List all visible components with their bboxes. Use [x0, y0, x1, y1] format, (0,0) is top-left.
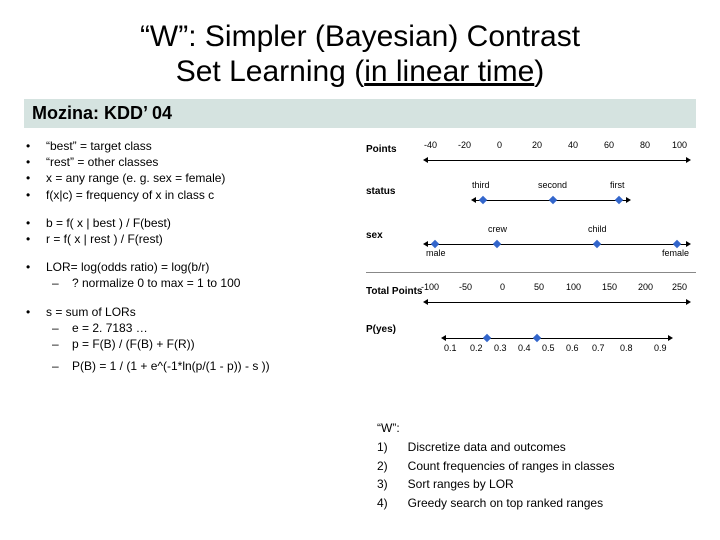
pyes-label: P(yes) — [366, 324, 396, 335]
wbox-header: “W”: — [377, 420, 406, 437]
arrow-right-icon — [626, 197, 631, 203]
bullet-item: •“best” = target class — [24, 138, 366, 154]
diamond-icon — [483, 334, 491, 342]
bullet-item: •f(x|c) = frequency of x in class c — [24, 187, 366, 203]
sub-bullet: –p = F(B) / (F(B) + F(R)) — [24, 336, 366, 352]
tick: 20 — [532, 140, 542, 150]
value: crew — [488, 224, 507, 234]
wbox-num: 4) — [377, 495, 406, 512]
tick: -20 — [458, 140, 471, 150]
bullet-item: •b = f( x | best ) / F(best) — [24, 215, 366, 231]
wbox-text: Greedy search on top ranked ranges — [408, 495, 621, 512]
tick: 200 — [638, 282, 653, 292]
sex-label: sex — [366, 230, 383, 241]
slide-title: “W”: Simpler (Bayesian) Contrast Set Lea… — [0, 0, 720, 95]
subtitle-bar: Mozina: KDD’ 04 — [24, 99, 696, 128]
wbox-text: Count frequencies of ranges in classes — [408, 458, 621, 475]
tick: 100 — [566, 282, 581, 292]
value: third — [472, 180, 490, 190]
status-label: status — [366, 186, 395, 197]
bullet-item: •s = sum of LORs — [24, 304, 366, 320]
bullet-item: •“rest” = other classes — [24, 154, 366, 170]
tick: 250 — [672, 282, 687, 292]
arrow-left-icon — [423, 157, 428, 163]
diamond-icon — [593, 240, 601, 248]
value: second — [538, 180, 567, 190]
diamond-icon — [479, 196, 487, 204]
wbox-text: Discretize data and outcomes — [408, 439, 621, 456]
bullet-group-s: •s = sum of LORs –e = 2. 7183 … –p = F(B… — [24, 304, 366, 375]
total-label: Total Points — [366, 286, 422, 297]
pyes-axis — [446, 338, 668, 339]
title-line2a: Set Learning ( — [176, 55, 364, 88]
tick: 0.7 — [592, 343, 605, 353]
bullet-item: •r = f( x | rest ) / F(rest) — [24, 231, 366, 247]
bullet-group-lor: •LOR= log(odds ratio) = log(b/r) –? norm… — [24, 259, 366, 291]
total-axis — [428, 302, 686, 303]
bullet-item: •LOR= log(odds ratio) = log(b/r) — [24, 259, 366, 275]
tick: -40 — [424, 140, 437, 150]
tick: -50 — [459, 282, 472, 292]
points-label: Points — [366, 144, 397, 155]
tick: 50 — [534, 282, 544, 292]
sub-bullet: –e = 2. 7183 … — [24, 320, 366, 336]
bullet-item: •x = any range (e. g. sex = female) — [24, 170, 366, 186]
points-axis — [428, 160, 686, 161]
w-algorithm-box: “W”: 1)Discretize data and outcomes 2)Co… — [375, 418, 622, 514]
tick: 0 — [500, 282, 505, 292]
diamond-icon — [673, 240, 681, 248]
wbox-text: Sort ranges by LOR — [408, 476, 621, 493]
sex-axis — [428, 244, 686, 245]
tick: 60 — [604, 140, 614, 150]
arrow-right-icon — [686, 157, 691, 163]
value: male — [426, 248, 446, 258]
tick: 0 — [497, 140, 502, 150]
wbox-num: 2) — [377, 458, 406, 475]
diamond-icon — [493, 240, 501, 248]
arrow-right-icon — [668, 335, 673, 341]
value: child — [588, 224, 607, 234]
title-line2c: ) — [534, 55, 544, 88]
tick: 150 — [602, 282, 617, 292]
value: female — [662, 248, 689, 258]
left-content: •“best” = target class •“rest” = other c… — [24, 138, 366, 386]
diamond-icon — [549, 196, 557, 204]
tick: -100 — [421, 282, 439, 292]
separator-line — [366, 272, 696, 273]
nomogram-chart: Points -40 -20 0 20 40 60 80 100 status … — [366, 138, 696, 358]
tick: 0.9 — [654, 343, 667, 353]
tick: 0.4 — [518, 343, 531, 353]
tick: 40 — [568, 140, 578, 150]
arrow-right-icon — [686, 299, 691, 305]
tick: 0.6 — [566, 343, 579, 353]
wbox-num: 1) — [377, 439, 406, 456]
diamond-icon — [615, 196, 623, 204]
arrow-left-icon — [471, 197, 476, 203]
arrow-left-icon — [423, 241, 428, 247]
tick: 0.3 — [494, 343, 507, 353]
tick: 0.2 — [470, 343, 483, 353]
tick: 0.5 — [542, 343, 555, 353]
sub-bullet: –P(B) = 1 / (1 + e^(-1*ln(p/(1 - p)) - s… — [24, 358, 366, 374]
tick: 0.8 — [620, 343, 633, 353]
title-line1: “W”: Simpler (Bayesian) Contrast — [140, 20, 580, 53]
tick: 100 — [672, 140, 687, 150]
value: first — [610, 180, 625, 190]
diamond-icon — [533, 334, 541, 342]
bullet-group-b: •b = f( x | best ) / F(best) •r = f( x |… — [24, 215, 366, 247]
arrow-left-icon — [423, 299, 428, 305]
diamond-icon — [431, 240, 439, 248]
subtitle-text: Mozina: KDD’ 04 — [32, 103, 172, 123]
sub-bullet: –? normalize 0 to max = 1 to 100 — [24, 275, 366, 291]
arrow-right-icon — [686, 241, 691, 247]
bullet-group-a: •“best” = target class •“rest” = other c… — [24, 138, 366, 203]
tick: 80 — [640, 140, 650, 150]
tick: 0.1 — [444, 343, 457, 353]
wbox-num: 3) — [377, 476, 406, 493]
arrow-left-icon — [441, 335, 446, 341]
title-line2b: in linear time — [364, 55, 534, 88]
